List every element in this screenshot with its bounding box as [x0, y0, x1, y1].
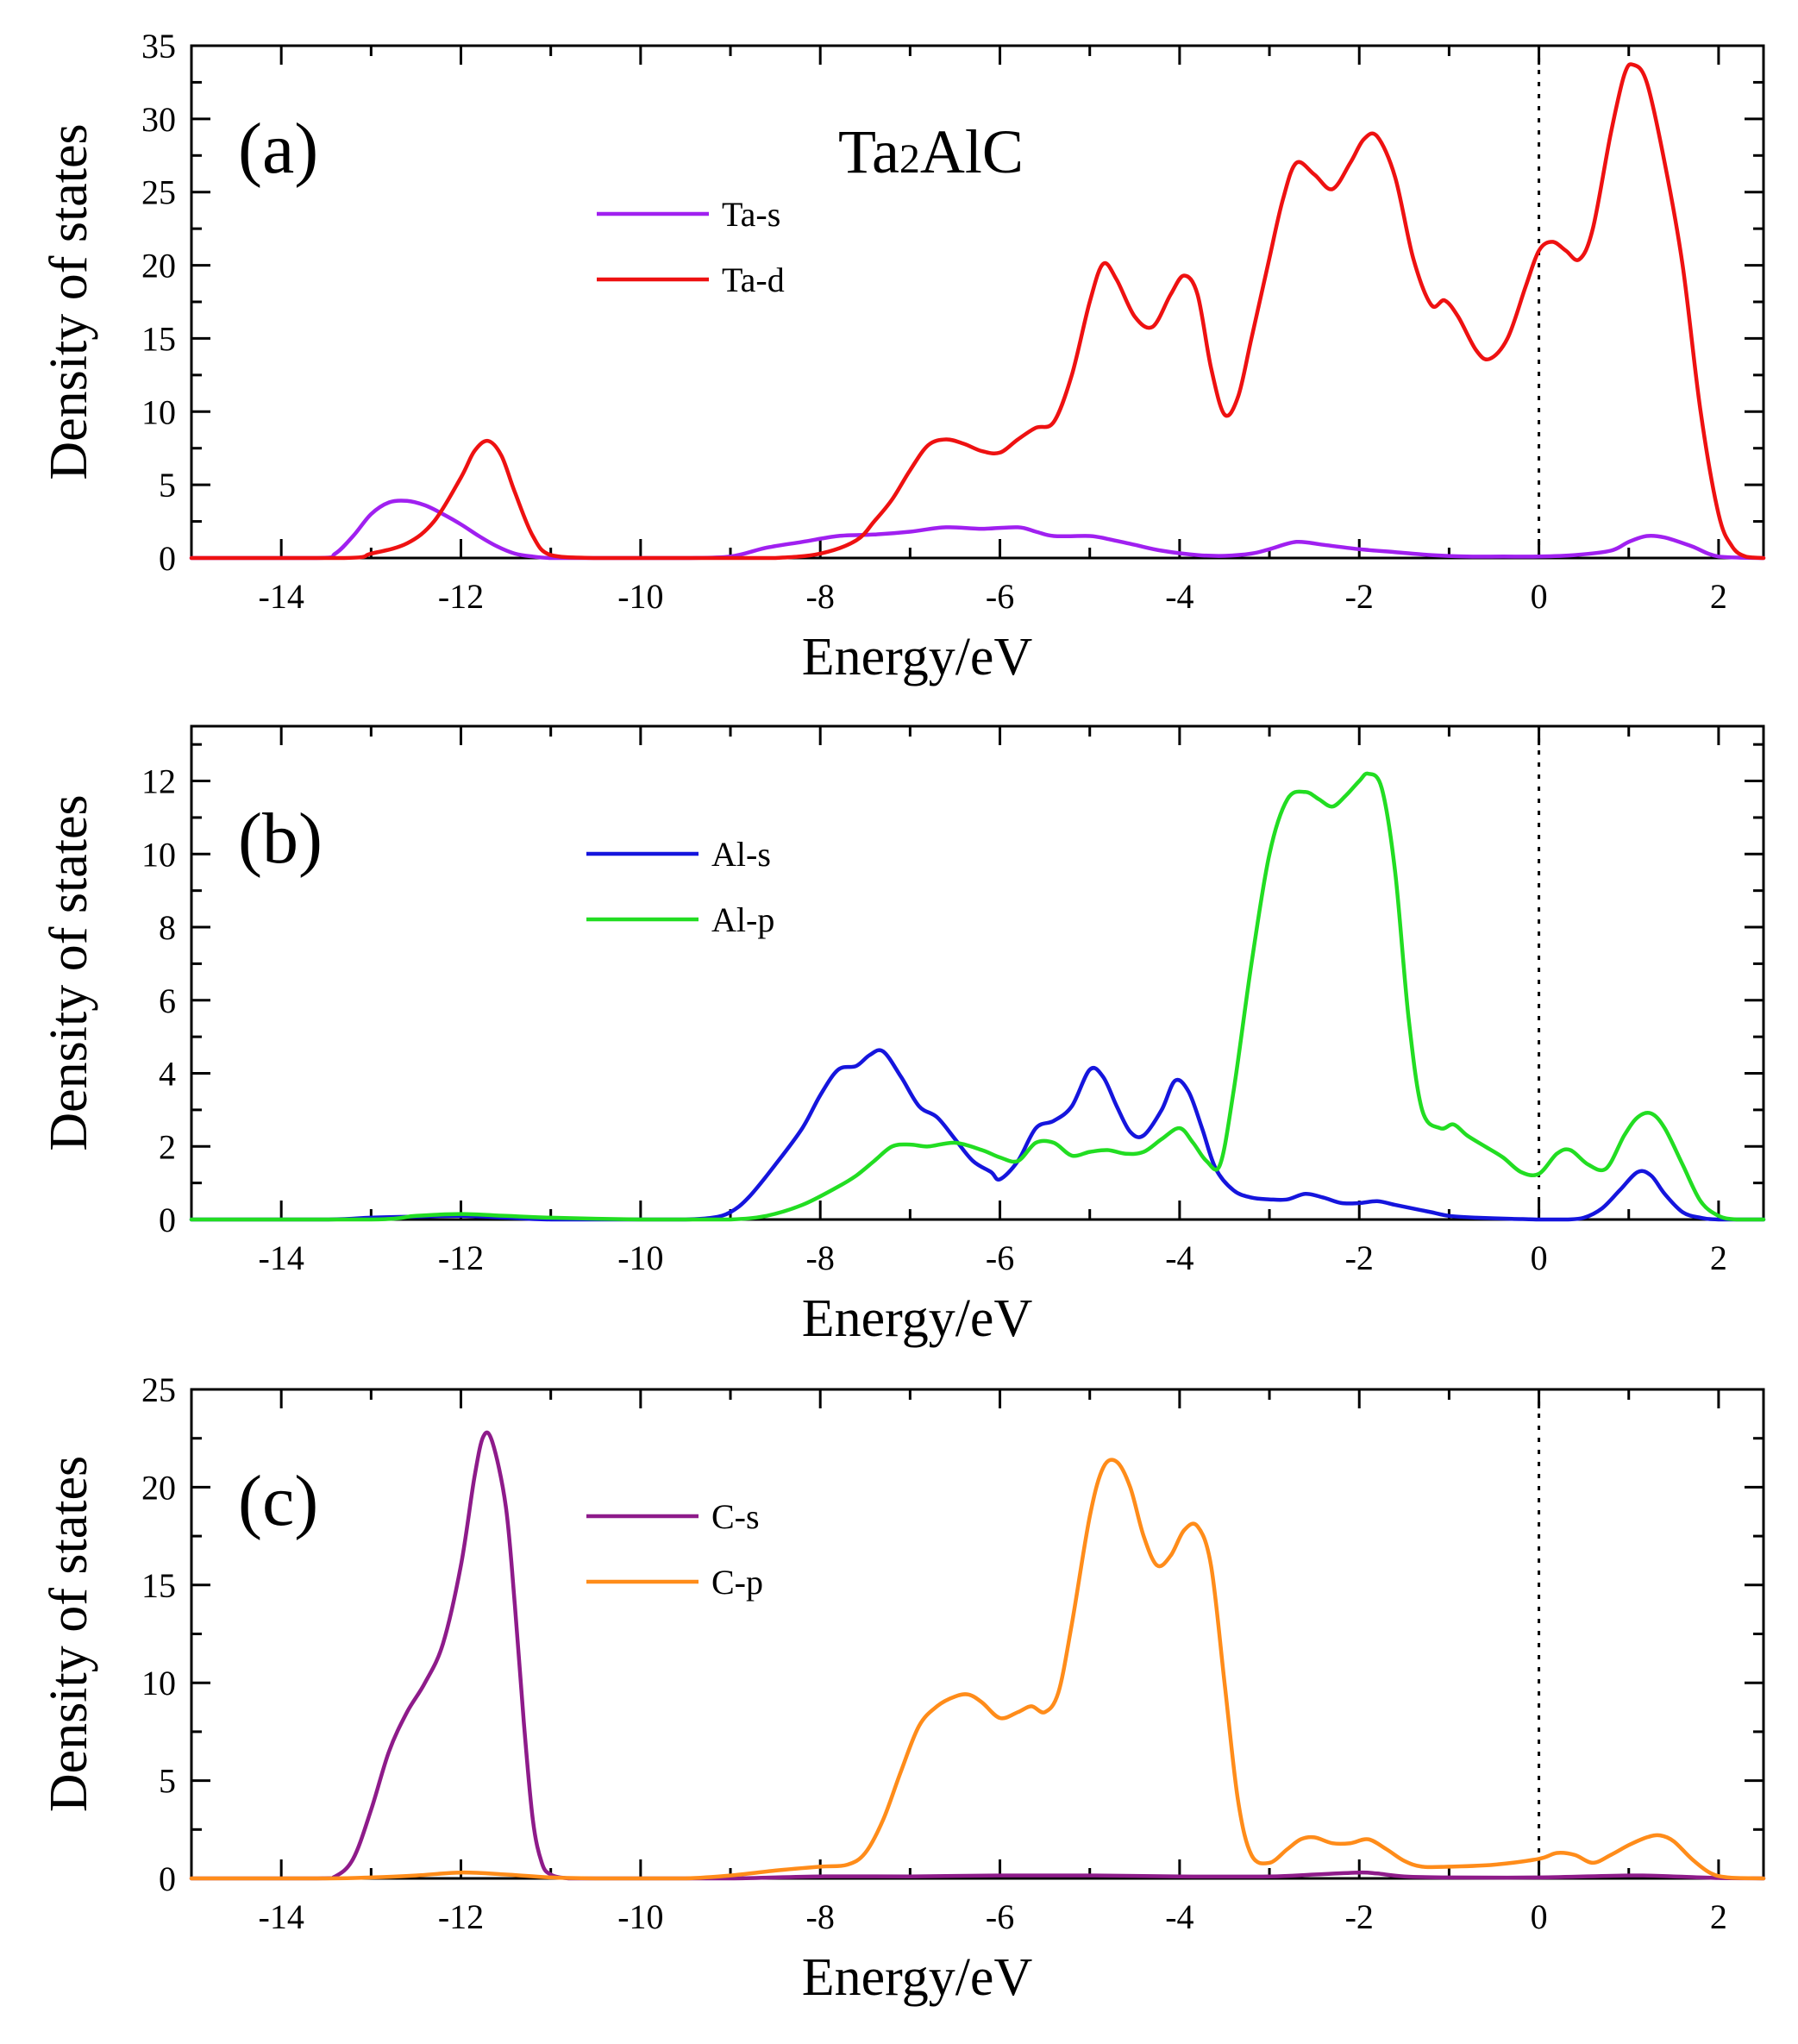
legend-label-c-p: C-p — [711, 1563, 763, 1602]
x-axis-title: Energy/eV — [802, 1289, 1033, 1348]
y-axis-title: Density of states — [40, 1456, 98, 1812]
x-tick-label: 0 — [1531, 577, 1548, 616]
y-tick-label: 15 — [141, 319, 176, 358]
y-tick-label: 0 — [159, 1859, 176, 1898]
panel-a: -14 -12 -10 -8 -6 -4 -2 0 205101520253035Energy/… — [40, 27, 1766, 687]
x-tick-label: -2 — [1345, 1897, 1374, 1936]
plot-frame — [190, 1388, 1765, 1880]
series-c-s-line — [189, 1430, 1766, 1881]
x-tick-label: -14 — [259, 1238, 304, 1277]
y-tick-label: 0 — [159, 539, 176, 578]
x-tick-label: 0 — [1531, 1238, 1548, 1277]
x-tick-label: -10 — [617, 1238, 663, 1277]
x-axis-title: Energy/eV — [802, 628, 1033, 687]
x-tick-label: -14 — [259, 1897, 304, 1936]
x-tick-label: -6 — [986, 577, 1014, 616]
series-al-p-line — [189, 771, 1766, 1222]
panels-container: -14 -12 -10 -8 -6 -4 -2 0 205101520253035Energy/… — [40, 27, 1766, 2007]
y-tick-label: 5 — [159, 466, 176, 505]
y-tick-label: 25 — [141, 173, 176, 212]
y-tick-label: 5 — [159, 1762, 176, 1801]
series-ta-d-line — [189, 62, 1766, 561]
x-tick-label: -4 — [1165, 577, 1193, 616]
x-tick-label: -12 — [438, 577, 484, 616]
legend-label-ta-s: Ta-s — [722, 195, 780, 234]
x-tick-label: 2 — [1710, 577, 1727, 616]
panel-c: -14 -12 -10 -8 -6 -4 -2 0 20510152025Energy/eVDe… — [40, 1370, 1766, 2007]
compound-subscript: 2 — [899, 136, 920, 182]
x-tick-label: 2 — [1710, 1238, 1727, 1277]
series-al-s-line — [189, 1048, 1766, 1222]
y-tick-label: 6 — [159, 981, 176, 1020]
x-tick-label: -14 — [259, 577, 304, 616]
compound-rest: AlC — [920, 117, 1024, 186]
legend-label-al-s: Al-s — [711, 835, 771, 874]
panel-b: -14 -12 -10 -8 -6 -4 -2 0 2 0 2 4 6 8 10 12 Energy/eV Den… — [40, 724, 1766, 1348]
series-ta-s-line — [189, 498, 1766, 561]
x-tick-label: -2 — [1345, 1238, 1374, 1277]
x-tick-label: -10 — [617, 577, 663, 616]
panel-label: (b) — [238, 799, 323, 879]
y-axis-title: Density of states — [40, 794, 98, 1151]
x-tick-label: -4 — [1165, 1238, 1193, 1277]
x-tick-label: -2 — [1345, 577, 1374, 616]
y-tick-label: 0 — [159, 1201, 176, 1239]
x-tick-label: -12 — [438, 1238, 484, 1277]
y-tick-label: 10 — [141, 392, 176, 431]
x-tick-label: 0 — [1531, 1897, 1548, 1936]
panel-label: (a) — [238, 109, 318, 189]
x-tick-label: -8 — [806, 1238, 835, 1277]
plot-frame — [190, 724, 1765, 1221]
x-tick-label: -4 — [1165, 1897, 1193, 1936]
x-tick-label: -6 — [986, 1897, 1014, 1936]
y-tick-label: 12 — [141, 762, 176, 801]
y-tick-label: 20 — [141, 247, 176, 285]
legend-label-c-s: C-s — [711, 1497, 760, 1536]
y-axis-title: Density of states — [40, 123, 98, 480]
compound-element: Ta — [838, 117, 899, 186]
y-tick-label: 20 — [141, 1468, 176, 1507]
y-tick-label: 15 — [141, 1566, 176, 1605]
legend-label-al-p: Al-p — [711, 900, 774, 939]
y-tick-label: 10 — [141, 1664, 176, 1702]
x-tick-label: -10 — [617, 1897, 663, 1936]
legend-label-ta-d: Ta-d — [722, 260, 785, 299]
x-tick-label: 2 — [1710, 1897, 1727, 1936]
series-c-p-line — [189, 1458, 1766, 1881]
y-tick-label: 8 — [159, 908, 176, 947]
x-tick-label: -12 — [438, 1897, 484, 1936]
y-tick-label: 2 — [159, 1127, 176, 1166]
y-tick-label: 30 — [141, 100, 176, 139]
y-tick-label: 25 — [141, 1370, 176, 1409]
panel-label: (c) — [238, 1461, 318, 1541]
x-tick-label: -6 — [986, 1238, 1014, 1277]
x-axis-title: Energy/eV — [802, 1948, 1033, 2007]
y-tick-label: 10 — [141, 835, 176, 874]
y-tick-label: 4 — [159, 1055, 176, 1094]
x-tick-label: -8 — [806, 577, 835, 616]
y-tick-label: 35 — [141, 27, 176, 66]
compound-title: Ta2AlC — [838, 117, 1024, 186]
x-tick-label: -8 — [806, 1897, 835, 1936]
